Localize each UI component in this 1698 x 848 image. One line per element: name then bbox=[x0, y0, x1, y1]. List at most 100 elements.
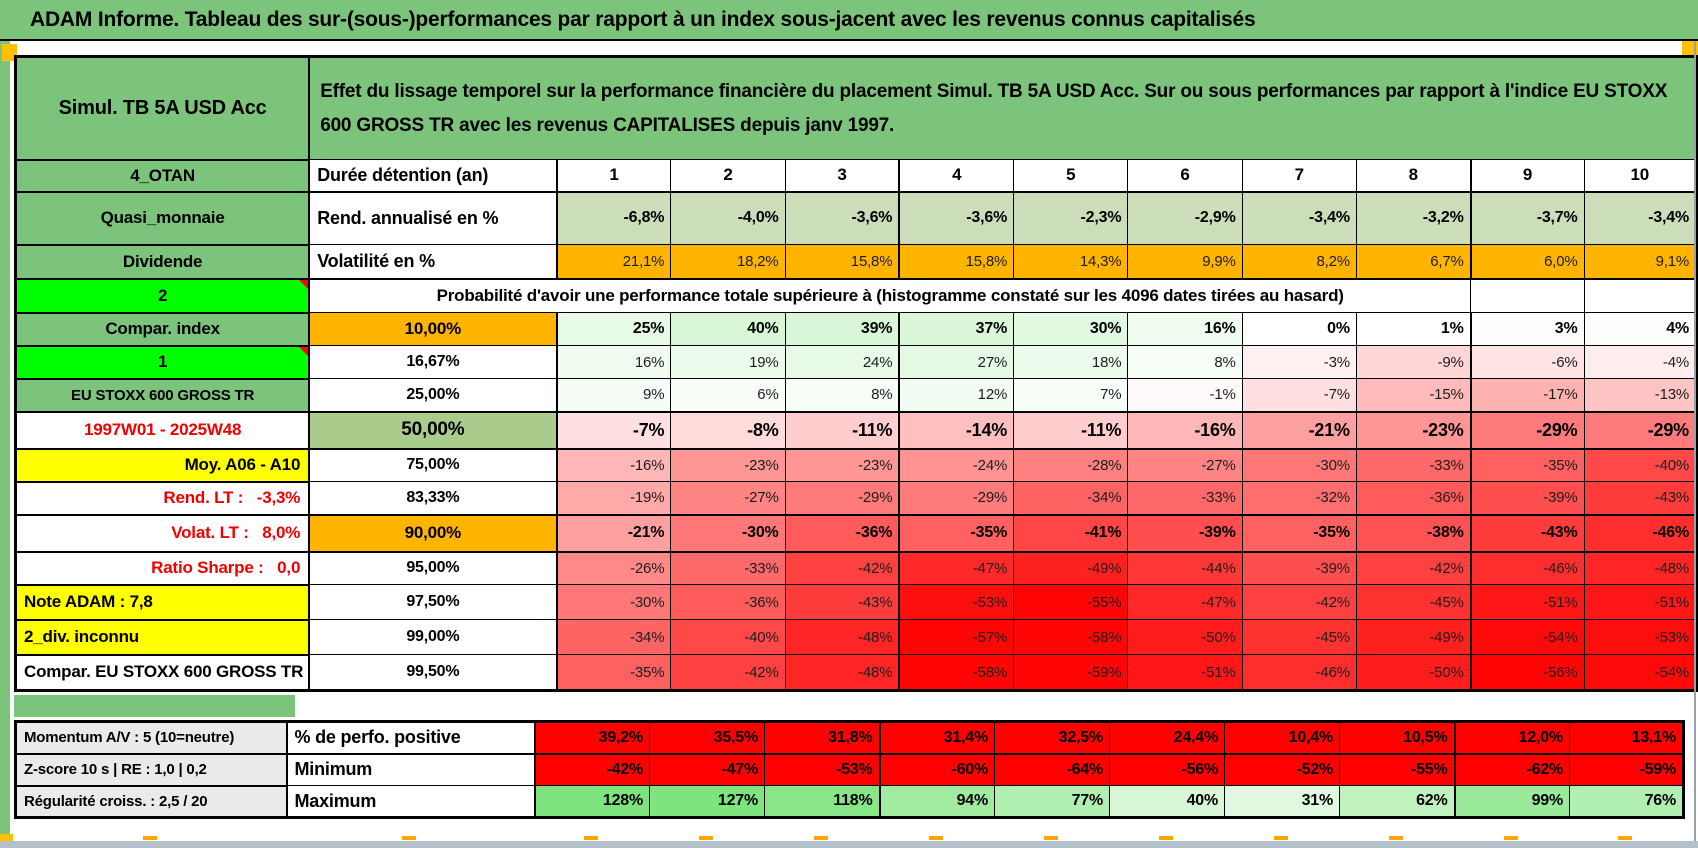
stat-value-r1-c7[interactable]: 8,2% bbox=[1242, 245, 1356, 279]
summary-value-minimum-c8[interactable]: -55% bbox=[1340, 754, 1455, 786]
prob-value-10-00-c2[interactable]: 40% bbox=[671, 313, 785, 346]
duration-header-5[interactable]: 5 bbox=[1014, 160, 1128, 192]
bottom-scroll-strip[interactable] bbox=[0, 841, 1698, 848]
stat-value-r1-c9[interactable]: 6,0% bbox=[1471, 245, 1584, 279]
threshold-cell-97-50[interactable]: 97,50% bbox=[309, 585, 556, 620]
threshold-cell-50-00[interactable]: 50,00% bbox=[309, 412, 556, 449]
prob-value-10-00-c6[interactable]: 16% bbox=[1128, 313, 1242, 346]
prob-value-10-00-c4[interactable]: 37% bbox=[899, 313, 1013, 346]
prob-value-99-50-c4[interactable]: -58% bbox=[899, 655, 1013, 691]
prob-value-95-00-c2[interactable]: -33% bbox=[671, 552, 785, 585]
prob-value-99-00-c10[interactable]: -53% bbox=[1584, 620, 1697, 655]
summary-value-de-perfo-positive-c2[interactable]: 35,5% bbox=[650, 722, 765, 754]
prob-value-16-67-c5[interactable]: 18% bbox=[1014, 346, 1128, 379]
sheet-title-cell[interactable]: ADAM Informe. Tableau des sur-(sous-)per… bbox=[0, 0, 1698, 41]
duration-header-1[interactable]: 1 bbox=[557, 160, 671, 192]
stat-value-r1-c8[interactable]: 6,7% bbox=[1356, 245, 1470, 279]
prob-value-90-00-c5[interactable]: -41% bbox=[1014, 515, 1128, 552]
prob-value-95-00-c1[interactable]: -26% bbox=[557, 552, 671, 585]
summary-value-maximum-c3[interactable]: 118% bbox=[765, 786, 880, 818]
prob-value-99-00-c7[interactable]: -45% bbox=[1242, 620, 1356, 655]
threshold-cell-83-33[interactable]: 83,33% bbox=[309, 482, 556, 515]
summary-value-minimum-c4[interactable]: -60% bbox=[880, 754, 995, 786]
prob-value-50-00-c10[interactable]: -29% bbox=[1584, 412, 1697, 449]
prob-value-97-50-c6[interactable]: -47% bbox=[1128, 585, 1242, 620]
left-cell-note-adam-7-8[interactable]: Note ADAM : 7,8 bbox=[16, 585, 310, 620]
summary-value-de-perfo-positive-c3[interactable]: 31,8% bbox=[765, 722, 880, 754]
prob-value-83-33-c5[interactable]: -34% bbox=[1014, 482, 1128, 515]
summary-value-maximum-c9[interactable]: 99% bbox=[1455, 786, 1570, 818]
prob-value-97-50-c2[interactable]: -36% bbox=[671, 585, 785, 620]
prob-value-75-00-c10[interactable]: -40% bbox=[1584, 449, 1697, 482]
prob-value-16-67-c9[interactable]: -6% bbox=[1471, 346, 1584, 379]
stat-value-r0-c7[interactable]: -3,4% bbox=[1242, 192, 1356, 245]
prob-value-99-50-c1[interactable]: -35% bbox=[557, 655, 671, 691]
left-cell-2[interactable]: 2 bbox=[16, 279, 310, 313]
prob-value-50-00-c8[interactable]: -23% bbox=[1356, 412, 1470, 449]
stat-value-r0-c3[interactable]: -3,6% bbox=[785, 192, 899, 245]
duration-header-2[interactable]: 2 bbox=[671, 160, 785, 192]
threshold-cell-95-00[interactable]: 95,00% bbox=[309, 552, 556, 585]
prob-value-99-50-c10[interactable]: -54% bbox=[1584, 655, 1697, 691]
summary-value-minimum-c10[interactable]: -59% bbox=[1570, 754, 1684, 786]
empty-cell[interactable] bbox=[1584, 279, 1697, 313]
prob-value-99-50-c6[interactable]: -51% bbox=[1128, 655, 1242, 691]
left-cell-1[interactable]: 1 bbox=[16, 346, 310, 379]
stat-value-r0-c5[interactable]: -2,3% bbox=[1014, 192, 1128, 245]
metric-label-rend-annualis-en[interactable]: Rend. annualisé en % bbox=[309, 192, 556, 245]
summary-value-minimum-c2[interactable]: -47% bbox=[650, 754, 765, 786]
prob-value-50-00-c6[interactable]: -16% bbox=[1128, 412, 1242, 449]
prob-value-83-33-c1[interactable]: -19% bbox=[557, 482, 671, 515]
prob-value-10-00-c5[interactable]: 30% bbox=[1014, 313, 1128, 346]
duration-header-7[interactable]: 7 bbox=[1242, 160, 1356, 192]
prob-value-10-00-c3[interactable]: 39% bbox=[785, 313, 899, 346]
prob-value-75-00-c5[interactable]: -28% bbox=[1014, 449, 1128, 482]
stat-value-r0-c8[interactable]: -3,2% bbox=[1356, 192, 1470, 245]
summary-value-minimum-c9[interactable]: -62% bbox=[1455, 754, 1570, 786]
metric-label-maximum[interactable]: Maximum bbox=[287, 786, 535, 818]
prob-value-50-00-c7[interactable]: -21% bbox=[1242, 412, 1356, 449]
prob-value-75-00-c7[interactable]: -30% bbox=[1242, 449, 1356, 482]
prob-value-75-00-c1[interactable]: -16% bbox=[557, 449, 671, 482]
prob-value-25-00-c1[interactable]: 9% bbox=[557, 379, 671, 412]
prob-value-99-00-c8[interactable]: -49% bbox=[1356, 620, 1470, 655]
prob-value-99-50-c3[interactable]: -48% bbox=[785, 655, 899, 691]
left-cell-ratio-sharpe-0-0[interactable]: Ratio Sharpe : 0,0 bbox=[16, 552, 310, 585]
duration-header-4[interactable]: 4 bbox=[899, 160, 1013, 192]
stat-value-r0-c4[interactable]: -3,6% bbox=[899, 192, 1013, 245]
threshold-cell-16-67[interactable]: 16,67% bbox=[309, 346, 556, 379]
stat-value-r0-c10[interactable]: -3,4% bbox=[1584, 192, 1697, 245]
prob-value-75-00-c3[interactable]: -23% bbox=[785, 449, 899, 482]
metric-label-de-perfo-positive[interactable]: % de perfo. positive bbox=[287, 722, 535, 754]
prob-value-99-00-c1[interactable]: -34% bbox=[557, 620, 671, 655]
left-cell-compar-eu-stoxx-600-gross-tr[interactable]: Compar. EU STOXX 600 GROSS TR bbox=[16, 655, 310, 691]
metric-label-minimum[interactable]: Minimum bbox=[287, 754, 535, 786]
prob-value-99-00-c6[interactable]: -50% bbox=[1128, 620, 1242, 655]
prob-value-95-00-c9[interactable]: -46% bbox=[1471, 552, 1584, 585]
prob-value-99-50-c8[interactable]: -50% bbox=[1356, 655, 1470, 691]
duration-header-10[interactable]: 10 bbox=[1584, 160, 1697, 192]
left-cell-1997w01-2025w48[interactable]: 1997W01 - 2025W48 bbox=[16, 412, 310, 449]
prob-value-16-67-c7[interactable]: -3% bbox=[1242, 346, 1356, 379]
prob-value-10-00-c7[interactable]: 0% bbox=[1242, 313, 1356, 346]
prob-value-25-00-c3[interactable]: 8% bbox=[785, 379, 899, 412]
prob-value-95-00-c10[interactable]: -48% bbox=[1584, 552, 1697, 585]
stat-value-r0-c9[interactable]: -3,7% bbox=[1471, 192, 1584, 245]
prob-value-75-00-c4[interactable]: -24% bbox=[899, 449, 1013, 482]
prob-value-95-00-c5[interactable]: -49% bbox=[1014, 552, 1128, 585]
stat-value-r1-c3[interactable]: 15,8% bbox=[785, 245, 899, 279]
summary-value-maximum-c7[interactable]: 31% bbox=[1225, 786, 1340, 818]
prob-value-90-00-c9[interactable]: -43% bbox=[1471, 515, 1584, 552]
left-cell-rend-lt-3-3[interactable]: Rend. LT : -3,3% bbox=[16, 482, 310, 515]
left-cell-momentum-a-v-5-10-neutre[interactable]: Momentum A/V : 5 (10=neutre) bbox=[16, 722, 287, 754]
duration-header-3[interactable]: 3 bbox=[785, 160, 899, 192]
left-cell-compar-index[interactable]: Compar. index bbox=[16, 313, 310, 346]
prob-value-10-00-c8[interactable]: 1% bbox=[1356, 313, 1470, 346]
duration-header-6[interactable]: 6 bbox=[1128, 160, 1242, 192]
prob-value-75-00-c8[interactable]: -33% bbox=[1356, 449, 1470, 482]
summary-value-de-perfo-positive-c6[interactable]: 24,4% bbox=[1110, 722, 1225, 754]
prob-value-16-67-c6[interactable]: 8% bbox=[1128, 346, 1242, 379]
prob-value-50-00-c9[interactable]: -29% bbox=[1471, 412, 1584, 449]
threshold-cell-99-00[interactable]: 99,00% bbox=[309, 620, 556, 655]
prob-value-97-50-c10[interactable]: -51% bbox=[1584, 585, 1697, 620]
